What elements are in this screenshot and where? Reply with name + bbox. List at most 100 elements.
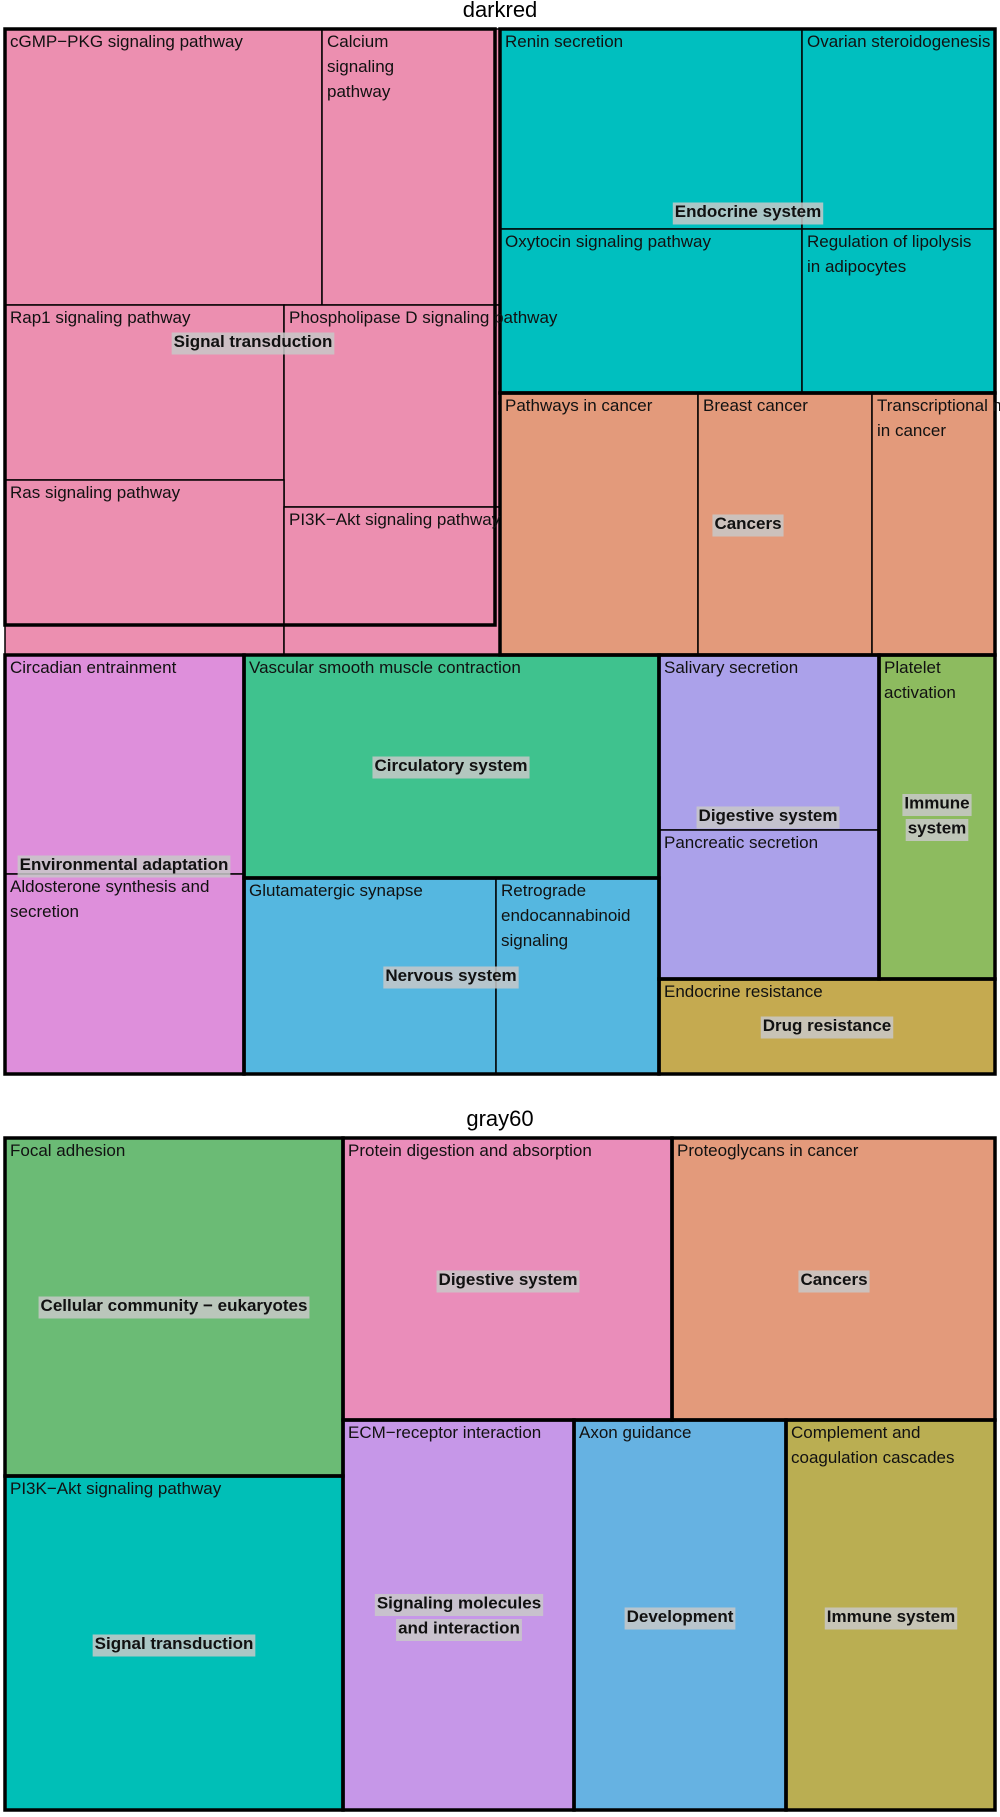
- tile-label: Axon guidance: [579, 1423, 691, 1442]
- tile-label: Protein digestion and absorption: [348, 1141, 592, 1160]
- group-label-text: Digestive system: [699, 806, 838, 825]
- tile-label: Regulation of lipolysis in adipocytes: [807, 232, 971, 276]
- group-label-text: Digestive system: [439, 1270, 578, 1289]
- tile-label: cGMP−PKG signaling pathway: [10, 32, 243, 51]
- group-label-background: [760, 1016, 894, 1039]
- treemap-tile: [801, 228, 996, 394]
- group-label-background: [396, 1619, 522, 1641]
- treemap-tile: [4, 654, 245, 875]
- treemap-tile: [499, 28, 803, 230]
- treemap-group-border: [657, 977, 997, 1076]
- tile-label: Transcriptional misregulationin cancer: [877, 396, 1000, 440]
- group-label-text: Drug resistance: [763, 1016, 892, 1035]
- group-label-background: [374, 1594, 544, 1616]
- treemap-tile: [499, 392, 699, 656]
- tile-label: Rap1 signaling pathway: [10, 308, 191, 327]
- tile-label: Phospholipase D signaling pathway: [289, 308, 558, 327]
- treemap-panel-darkred: darkred cGMP−PKG signaling pathway Calcium…: [3, 0, 1000, 1076]
- group-label-immune-system: Immune system: [902, 794, 972, 841]
- treemap-tile: [801, 28, 996, 230]
- group-label-digestive-system: Digestive system: [696, 806, 840, 829]
- treemap-tile: [321, 28, 501, 306]
- tile-label: Calcium signaling pathway: [327, 32, 394, 101]
- group-label-background: [171, 332, 335, 355]
- tile-label: Platelet activation: [884, 658, 956, 702]
- group-label-cellular-community-eukaryotes: Cellular community − eukaryotes: [38, 1296, 310, 1319]
- group-label-background: [624, 1607, 736, 1630]
- treemap-tile: [4, 479, 285, 656]
- group-label-text: Nervous system: [385, 966, 516, 985]
- tile-label: Glutamatergic synapse: [249, 881, 423, 900]
- group-label-background: [436, 1270, 580, 1293]
- tile-label: Ovarian steroidogenesis: [807, 32, 990, 51]
- tile-label: Retrograde endocannabinoid signaling: [501, 881, 631, 950]
- treemap-tile: [658, 654, 880, 831]
- tile-label: PI3K−Akt signaling pathway: [10, 1479, 222, 1498]
- chart-title: darkred: [463, 0, 538, 22]
- group-label-background: [383, 966, 519, 989]
- tile-label: Focal adhesion: [10, 1141, 125, 1160]
- treemap-tile: [658, 829, 880, 980]
- treemap-tile: [871, 392, 996, 656]
- group-label-text: Cancers: [714, 514, 781, 533]
- group-label-endocrine-system: Endocrine system: [672, 202, 824, 225]
- group-label-text: Signal transduction: [174, 332, 333, 351]
- treemap-tile: [4, 28, 323, 306]
- tile-label: Renin secretion: [505, 32, 623, 51]
- tile-label: ECM−receptor interaction: [348, 1423, 541, 1442]
- treemap-tile: [283, 506, 501, 656]
- tile-label: Complement and coagulation cascades: [791, 1423, 955, 1467]
- group-label-immune-system: Immune system: [824, 1607, 958, 1630]
- group-label-background: [17, 855, 231, 878]
- group-label-environmental-adaptation: Environmental adaptation: [17, 855, 231, 878]
- tile-label: Circadian entrainment: [10, 658, 177, 677]
- treemap-panel-gray60: gray60 Focal adhesion Protein digestion an…: [3, 1106, 997, 1812]
- group-label-background: [92, 1634, 256, 1657]
- tile-label: Aldosterone synthesis and secretion: [10, 877, 209, 921]
- group-label-background: [672, 202, 824, 225]
- treemap-tile: [4, 873, 245, 1075]
- tile-label: PI3K−Akt signaling pathway: [289, 510, 501, 529]
- group-label-text: Environmental adaptation: [20, 855, 229, 874]
- group-label-background: [905, 819, 969, 841]
- treemap-tile: [4, 304, 285, 481]
- group-label-text: Endocrine system: [675, 202, 821, 221]
- group-label-background: [824, 1607, 958, 1630]
- treemap-group-border: [784, 1418, 997, 1812]
- group-label-background: [798, 1270, 870, 1293]
- group-label-cancers: Cancers: [798, 1270, 870, 1293]
- treemap-group-border: [3, 27, 497, 627]
- group-label-signaling-molecules-and-interaction: Signaling molecules and interaction: [374, 1594, 544, 1641]
- tile-label: Pathways in cancer: [505, 396, 653, 415]
- group-label-background: [902, 794, 972, 816]
- group-label-background: [372, 756, 530, 779]
- group-label-text: Circulatory system: [374, 756, 527, 775]
- tile-label: Oxytocin signaling pathway: [505, 232, 712, 251]
- group-label-text: Cancers: [800, 1270, 867, 1289]
- group-label-text: Immune system: [904, 794, 969, 838]
- group-label-background: [696, 806, 840, 829]
- group-label-text: Signal transduction: [95, 1634, 254, 1653]
- tile-label: Pancreatic secretion: [664, 833, 818, 852]
- group-label-text: Cellular community − eukaryotes: [41, 1296, 308, 1315]
- group-label-background: [712, 514, 784, 537]
- tile-label: Ras signaling pathway: [10, 483, 181, 502]
- tile-label: Proteoglycans in cancer: [677, 1141, 859, 1160]
- group-label-digestive-system: Digestive system: [436, 1270, 580, 1293]
- group-label-signal-transduction: Signal transduction: [92, 1634, 256, 1657]
- group-label-nervous-system: Nervous system: [383, 966, 519, 989]
- tile-label: Salivary secretion: [664, 658, 798, 677]
- treemap-tile: [499, 228, 803, 394]
- group-label-circulatory-system: Circulatory system: [372, 756, 530, 779]
- group-label-development: Development: [624, 1607, 736, 1630]
- group-label-signal-transduction: Signal transduction: [171, 332, 335, 355]
- group-label-text: Immune system: [827, 1607, 956, 1626]
- group-label-text: Development: [627, 1607, 734, 1626]
- tile-label: Breast cancer: [703, 396, 808, 415]
- group-label-background: [38, 1296, 310, 1319]
- chart-title: gray60: [466, 1106, 533, 1131]
- group-label-drug-resistance: Drug resistance: [760, 1016, 894, 1039]
- tile-label: Endocrine resistance: [664, 982, 823, 1001]
- tile-label: Vascular smooth muscle contraction: [249, 658, 521, 677]
